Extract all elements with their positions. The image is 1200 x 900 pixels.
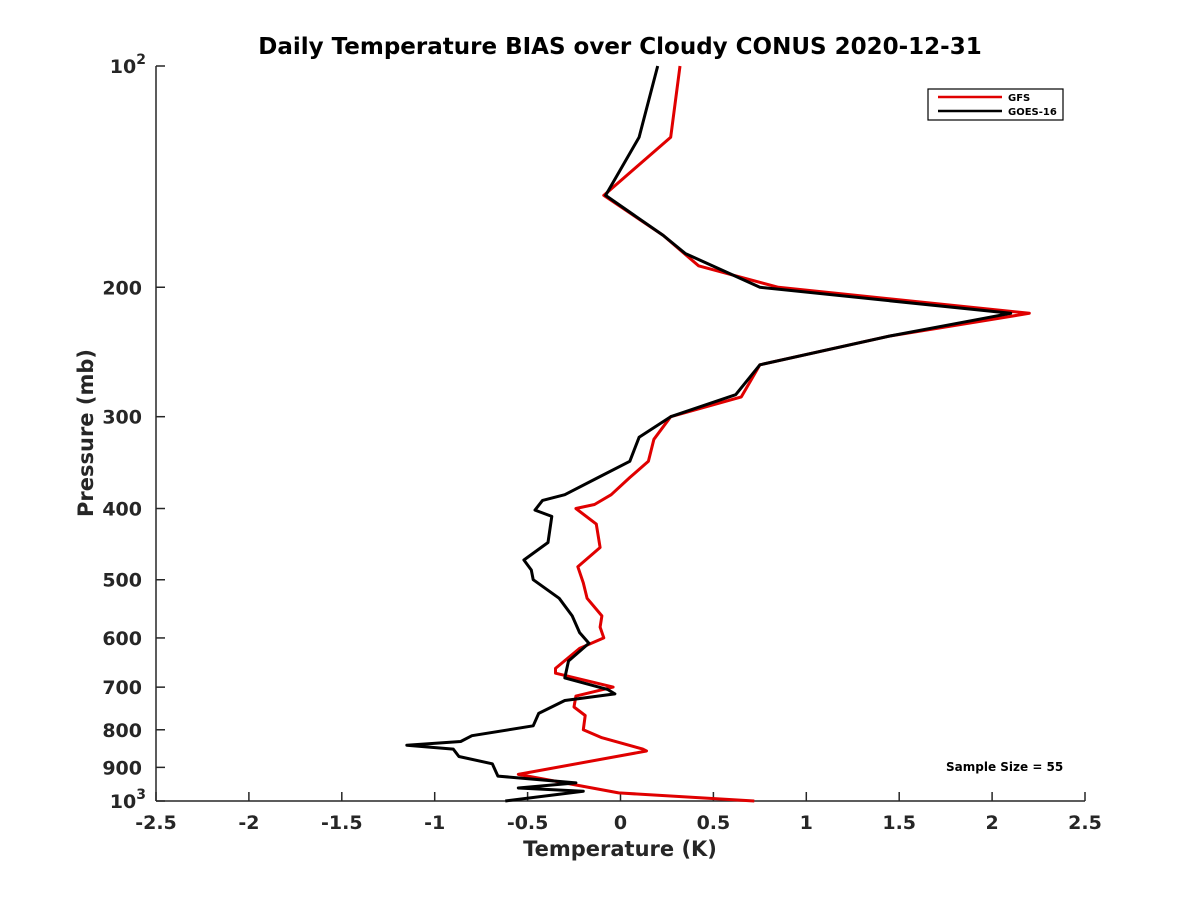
y-tick-label: 900 <box>102 757 142 779</box>
y-axis-label: Pressure (mb) <box>74 349 98 517</box>
x-tick-label: -1 <box>424 812 445 834</box>
x-tick-label: 2 <box>985 812 998 834</box>
legend-label-goes16: GOES-16 <box>1008 107 1057 118</box>
x-tick-label: -2 <box>238 812 259 834</box>
chart-title: Daily Temperature BIAS over Cloudy CONUS… <box>258 34 981 60</box>
legend: GFS GOES-16 <box>927 88 1064 121</box>
sample-size-annotation: Sample Size = 55 <box>946 760 1063 774</box>
x-tick-label: 0.5 <box>697 812 731 834</box>
legend-box <box>927 88 1064 121</box>
series-group <box>405 65 1031 803</box>
x-tick-label: 1 <box>800 812 813 834</box>
y-tick-label: 103 <box>110 787 146 813</box>
x-tick-label: -1.5 <box>321 812 363 834</box>
y-tick-label: 800 <box>102 720 142 742</box>
x-tick-label: -2.5 <box>135 812 177 834</box>
x-tick-label: 1.5 <box>882 812 916 834</box>
y-tick-label: 500 <box>102 570 142 592</box>
x-tick-label: 0 <box>614 812 627 834</box>
x-tick-label: -0.5 <box>507 812 549 834</box>
y-tick-label: 400 <box>102 499 142 521</box>
x-tick-label: 2.5 <box>1068 812 1102 834</box>
x-axis-ticks: -2.5 -2 -1.5 -1 -0.5 0 0.5 1 1.5 2 2.5 <box>135 792 1102 834</box>
y-tick-label: 102 <box>110 52 146 78</box>
y-tick-label: 300 <box>102 407 142 429</box>
y-tick-label: 700 <box>102 677 142 699</box>
legend-label-gfs: GFS <box>1008 93 1030 104</box>
y-tick-label: 600 <box>102 628 142 650</box>
series-line-goes-16 <box>405 65 1013 803</box>
y-axis-ticks: 102 200 300 400 500 600 700 800 900 103 <box>102 52 165 813</box>
y-tick-label: 200 <box>102 277 142 299</box>
x-axis-label: Temperature (K) <box>523 837 717 861</box>
